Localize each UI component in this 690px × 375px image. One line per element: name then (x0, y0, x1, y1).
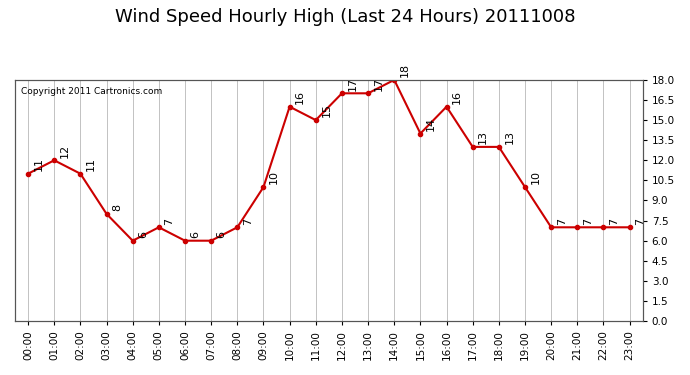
Text: 6: 6 (190, 231, 201, 238)
Text: 6: 6 (217, 231, 227, 238)
Text: 14: 14 (426, 117, 436, 131)
Text: 7: 7 (609, 217, 619, 225)
Text: Wind Speed Hourly High (Last 24 Hours) 20111008: Wind Speed Hourly High (Last 24 Hours) 2… (115, 8, 575, 26)
Text: 7: 7 (557, 217, 566, 225)
Text: 15: 15 (322, 104, 331, 117)
Text: 13: 13 (504, 130, 515, 144)
Text: 11: 11 (34, 157, 43, 171)
Text: 7: 7 (243, 217, 253, 225)
Text: 10: 10 (531, 170, 540, 184)
Text: 11: 11 (86, 157, 96, 171)
Text: 18: 18 (400, 63, 410, 77)
Text: 7: 7 (635, 217, 645, 225)
Text: 16: 16 (452, 90, 462, 104)
Text: 6: 6 (138, 231, 148, 238)
Text: 12: 12 (60, 143, 70, 158)
Text: 17: 17 (348, 76, 357, 90)
Text: 7: 7 (583, 217, 593, 225)
Text: 17: 17 (374, 76, 384, 90)
Text: 10: 10 (269, 170, 279, 184)
Text: 16: 16 (295, 90, 305, 104)
Text: 7: 7 (164, 217, 175, 225)
Text: Copyright 2011 Cartronics.com: Copyright 2011 Cartronics.com (21, 87, 163, 96)
Text: 8: 8 (112, 204, 122, 211)
Text: 13: 13 (478, 130, 489, 144)
